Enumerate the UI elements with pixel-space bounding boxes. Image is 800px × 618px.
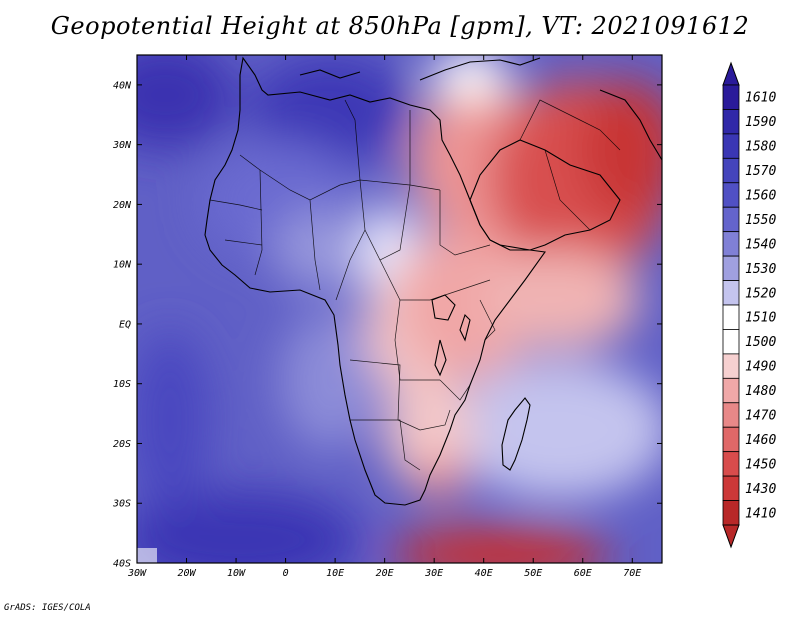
lat-label: 40N [113,80,132,91]
colorbar-swatch [722,329,740,355]
colorbar-swatch [722,500,740,526]
height-field [137,55,662,563]
lon-label: 10E [326,568,344,579]
lat-label: 10S [113,379,131,390]
lon-label: 60E [574,568,592,579]
lat-label: 30S [112,499,131,510]
colorbar-swatch [722,109,740,135]
lat-label: 10N [113,260,132,271]
plot-frame [136,54,663,564]
colorbar-label: 1480 [745,384,776,399]
colorbar-label: 1470 [745,409,776,424]
coastlines [204,56,662,506]
lat-label: 30N [112,140,132,151]
lon-label: 40E [475,568,493,579]
lon-label: 30W [127,568,147,579]
colorbar-label: 1540 [745,237,776,252]
map-title: Geopotential Height at 850hPa [gpm], VT:… [50,12,750,40]
colorbar-swatch [722,206,740,233]
axis-ticks [136,55,662,564]
lon-label: 10W [227,568,246,579]
colorbar: 1610 1590 1580 1570 1560 1550 1540 1530 1520 1510… [722,61,776,549]
colorbar-swatch [722,451,740,477]
lon-label: 20E [376,568,394,579]
grads-credit: GrADS: IGES/COLA [4,603,91,613]
lon-axis: 30W 20W 10W 0 10E 20E 30E 40E 50E 60E 70E [127,568,641,579]
colorbar-label: 1520 [745,286,776,301]
lat-axis: 40N 30N 20N 10N EQ 10S 20S 30S 40S [112,80,132,569]
lon-label: 0 [283,568,289,579]
colorbar-label: 1500 [745,335,776,350]
colorbar-swatch [722,402,740,428]
colorbar-label: 1580 [745,140,776,155]
lat-label: 20S [113,439,131,450]
colorbar-label: 1490 [745,360,776,375]
colorbar-swatch [722,182,740,208]
colorbar-top-arrow [722,61,740,86]
colorbar-swatch [722,157,740,184]
colorbar-swatch [722,426,740,453]
lon-label: 50E [524,568,542,579]
colorbar-swatch [722,84,740,110]
colorbar-swatch [722,255,740,281]
colorbar-label: 1590 [745,115,776,130]
colorbar-bottom-arrow [722,524,740,549]
lon-label: 30E [424,568,443,579]
colorbar-label: 1460 [745,433,776,448]
lat-label: 40S [113,559,131,570]
colorbar-swatch [722,304,740,330]
colorbar-label: 1410 [745,506,776,521]
lat-label: 20N [113,200,132,211]
lat-label: EQ [119,319,131,330]
colorbar-label: 1450 [745,457,776,472]
colorbar-label: 1430 [745,482,776,497]
colorbar-swatch [722,231,740,257]
colorbar-label: 1560 [745,189,776,204]
colorbar-swatch [722,475,740,501]
colorbar-label: 1570 [745,164,776,179]
colorbar-swatch [722,353,740,379]
colorbar-label: 1550 [745,213,776,228]
colorbar-swatch [722,133,740,159]
country-borders [209,99,621,471]
colorbar-swatch [722,280,740,306]
lon-label: 70E [623,568,641,579]
colorbar-label: 1530 [745,262,776,277]
lon-label: 20W [177,568,196,579]
colorbar-label: 1510 [745,311,776,326]
colorbar-label: 1610 [745,91,776,106]
colorbar-swatch [722,377,740,404]
